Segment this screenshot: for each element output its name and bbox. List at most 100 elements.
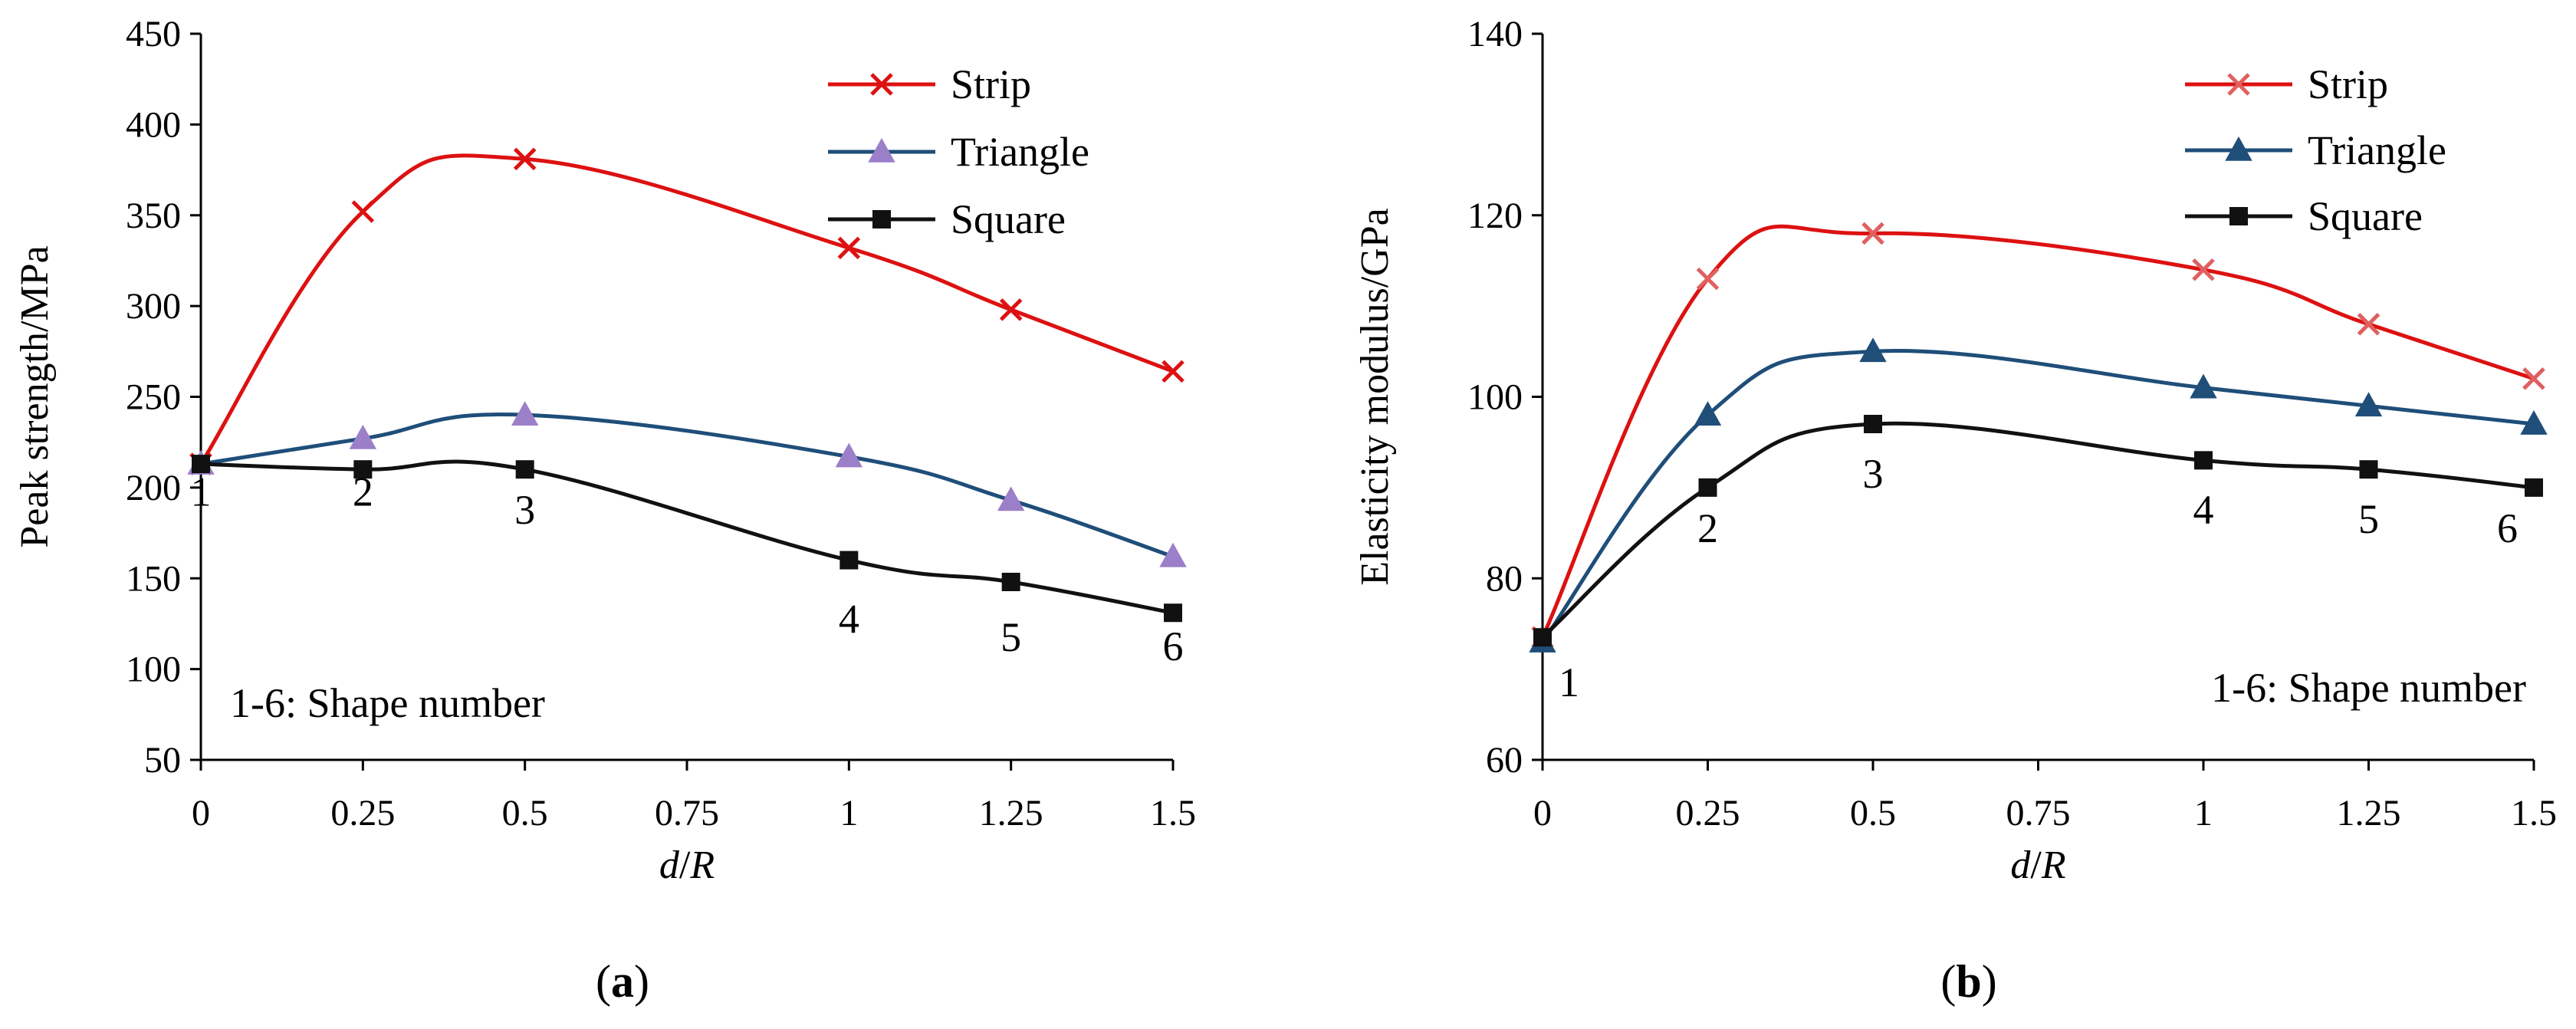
data-point-square [1001, 572, 1020, 591]
shape-number-label: 4 [2193, 487, 2214, 533]
panel-label-open: ( [596, 956, 611, 1007]
shape-number-label: 4 [839, 596, 859, 642]
legend-marker-triangle [868, 137, 895, 163]
data-point-square [2525, 478, 2543, 497]
series-line-square [1541, 421, 2535, 639]
series-line-triangle [200, 413, 1174, 559]
series-line-triangle [1540, 349, 2535, 643]
data-point-square [353, 460, 373, 479]
y-tick-label: 140 [1467, 14, 1523, 54]
shape-number-note: 1-6: Shape number [2211, 665, 2526, 711]
y-axis-title: Elasticity modulus/GPa [1353, 208, 1397, 586]
data-point-triangle [997, 486, 1025, 511]
x-tick-label: 0 [192, 793, 210, 833]
data-point-square [515, 460, 534, 479]
chart-panel-b: 60 80 100 120 140 0 0.25 0.5 0.75 1 1.25 1.5 d/R Elas… [1353, 14, 2557, 1007]
data-point-strip [1162, 360, 1184, 383]
panel-label-letter: a [611, 956, 634, 1007]
y-tick-label: 50 [144, 740, 181, 781]
x-axis-title-part: R [689, 843, 715, 887]
y-tick-label: 450 [126, 14, 181, 54]
data-point-strip [513, 147, 537, 171]
shape-number-label: 3 [1863, 451, 1884, 497]
shape-number-label: 3 [514, 487, 535, 533]
shape-number-label: 5 [1001, 614, 1021, 660]
chart-panel-a: 50 100 150 200 250 300 350 400 450 0 0.25 0.5 0.75 1 1… [13, 14, 1196, 1007]
x-axis-title: d/R [659, 843, 715, 887]
x-tick-label: 1 [2194, 793, 2213, 833]
panel-label-letter: b [1956, 956, 1981, 1007]
data-point-strip [2192, 258, 2215, 281]
x-axis-title-part: d [659, 843, 680, 887]
data-point-triangle [835, 442, 863, 468]
x-tick-label: 1.25 [979, 793, 1043, 833]
x-tick-label: 1.25 [2337, 793, 2401, 833]
data-point-square [1864, 415, 1882, 434]
y-tick-label: 120 [1467, 196, 1523, 236]
data-point-square [2359, 460, 2378, 479]
x-tick-label: 1.5 [1150, 793, 1196, 833]
data-point-triangle [2520, 409, 2548, 435]
x-tick-label: 0.75 [2006, 793, 2071, 833]
shape-number-label: 2 [1697, 505, 1718, 551]
data-point-square [1533, 628, 1552, 647]
x-tick-label: 0 [1533, 793, 1552, 833]
x-axis-title: d/R [2010, 843, 2065, 887]
data-point-square [2194, 451, 2213, 470]
shape-number-note: 1-6: Shape number [230, 680, 545, 726]
data-point-strip [1861, 222, 1884, 245]
panel-label-close: ) [634, 956, 649, 1007]
x-axis-title-part: / [2030, 843, 2042, 887]
legend-label-triangle: Triangle [951, 129, 1089, 175]
data-point-strip [1696, 267, 1720, 291]
shape-number-label: 5 [2358, 496, 2379, 542]
data-point-triangle [1859, 337, 1887, 363]
data-point-triangle [349, 424, 377, 449]
x-tick-label: 0.25 [1676, 793, 1740, 833]
data-point-square [840, 551, 859, 570]
data-point-square [1164, 603, 1182, 623]
y-tick-label: 350 [126, 196, 181, 236]
panel-label: (b) [1940, 956, 1996, 1007]
x-tick-label: 1 [840, 793, 858, 833]
data-point-strip [2522, 367, 2545, 390]
y-tick-label: 100 [1467, 377, 1523, 418]
data-point-triangle [1159, 542, 1187, 567]
data-point-triangle [511, 401, 539, 426]
panel-label-open: ( [1940, 956, 1956, 1007]
legend-label-square: Square [951, 196, 1066, 242]
y-axis-title: Peak strength/MPa [13, 245, 57, 547]
shape-number-label: 6 [1163, 623, 1184, 669]
y-tick-label: 250 [126, 377, 181, 418]
legend-marker-square [872, 210, 891, 228]
shape-number-label: 1 [1559, 659, 1579, 705]
data-point-triangle [2190, 373, 2217, 399]
data-point-strip [999, 298, 1023, 321]
data-point-triangle [1694, 401, 1722, 426]
data-point-strip [837, 236, 861, 260]
data-point-square [1698, 478, 1717, 497]
legend-label-square: Square [2308, 193, 2423, 239]
shape-number-label: 2 [353, 469, 373, 515]
data-point-triangle [2354, 392, 2383, 417]
legend-label-strip: Strip [2308, 61, 2388, 107]
series-line-square [200, 459, 1174, 615]
x-axis-title-part: d [2010, 843, 2031, 887]
shape-number-label: 1 [191, 469, 212, 515]
y-tick-label: 300 [126, 286, 181, 327]
y-tick-label: 150 [126, 558, 181, 599]
y-tick-label: 80 [1486, 558, 1523, 599]
y-tick-label: 100 [126, 649, 181, 690]
x-tick-label: 0.5 [502, 793, 548, 833]
x-tick-label: 0.5 [1850, 793, 1896, 833]
x-axis-title-part: / [679, 843, 691, 887]
x-tick-label: 0.75 [655, 793, 719, 833]
x-tick-label: 0.25 [330, 793, 395, 833]
legend-marker-square [2229, 207, 2248, 225]
panel-label: (a) [596, 956, 649, 1007]
legend-marker-strip [2227, 73, 2250, 96]
panel-label-close: ) [1982, 956, 1997, 1007]
data-point-strip [2357, 313, 2380, 336]
y-tick-label: 400 [126, 104, 181, 145]
